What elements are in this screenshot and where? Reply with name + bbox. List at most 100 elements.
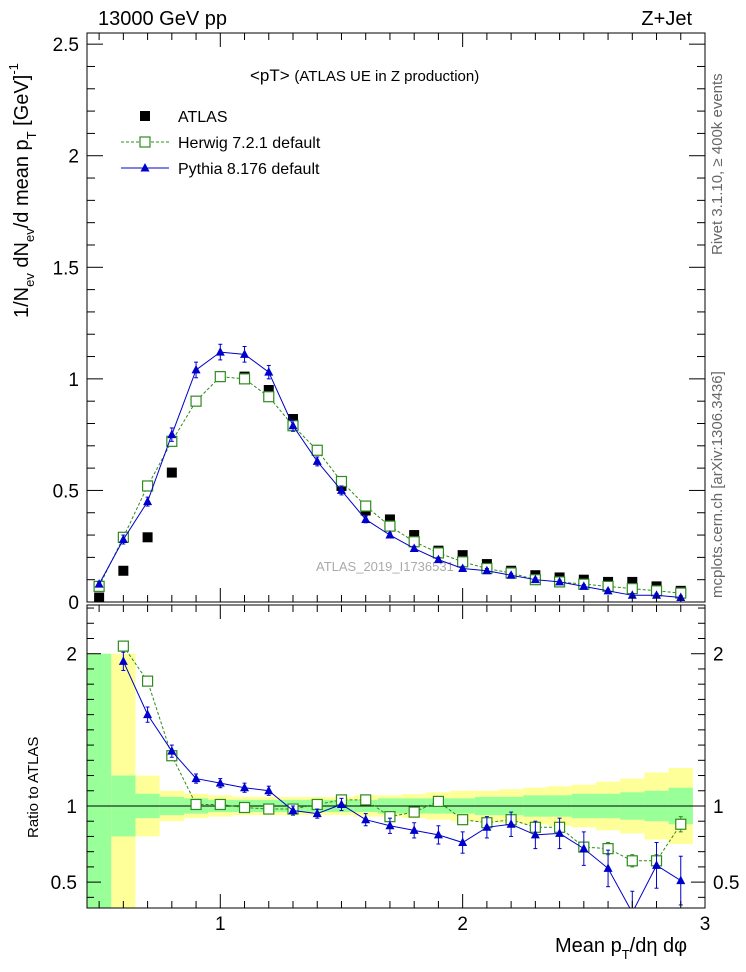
y-tick-label: 2.5	[53, 35, 79, 56]
pythia-marker	[312, 456, 322, 465]
pythia-marker	[506, 570, 516, 579]
ratio-pythia-series	[118, 651, 686, 908]
y-axis-label-part: ev	[22, 273, 37, 287]
herwig-marker	[432, 795, 445, 808]
ratio-y-tick-label-left: 1	[66, 797, 77, 818]
pythia-marker	[603, 863, 613, 872]
pythia-marker	[240, 349, 250, 358]
pythia-marker	[530, 574, 540, 584]
atlas-marker	[288, 414, 298, 425]
pythia-marker	[555, 828, 565, 837]
pythia-marker	[118, 534, 128, 544]
x-axis-label-part: Mean p	[555, 935, 622, 957]
y-tick-label: 0	[68, 593, 79, 614]
pythia-marker	[167, 746, 177, 755]
pythia-marker	[458, 563, 468, 573]
rivet-version-label: Rivet 3.1.10, ≥ 400k events	[709, 73, 726, 255]
pythia-marker	[215, 778, 225, 787]
herwig-marker	[263, 391, 275, 403]
pythia-marker	[433, 554, 443, 564]
herwig-marker	[190, 798, 202, 811]
pythia-marker	[385, 530, 395, 539]
pythia-marker	[627, 590, 637, 599]
herwig-marker	[141, 675, 154, 687]
x-tick-label: 3	[700, 914, 711, 935]
herwig-marker	[335, 475, 348, 488]
title-main: <pT>	[250, 66, 294, 85]
legend-herwig-label: Herwig 7.2.1 default	[178, 135, 321, 152]
pythia-marker	[167, 429, 177, 439]
process-label: Z+Jet	[641, 8, 692, 30]
ratio-herwig-series	[117, 640, 687, 868]
main-pythia-series	[94, 343, 686, 602]
pythia-marker	[288, 805, 298, 815]
herwig-marker	[238, 373, 251, 385]
atlas-marker	[166, 467, 177, 478]
legend-pythia-label: Pythia 8.176 default	[178, 161, 320, 178]
atlas-marker	[457, 550, 468, 561]
pythia-marker	[579, 843, 589, 853]
pythia-marker	[312, 808, 322, 818]
ratio-y-tick-label-right: 2	[713, 645, 724, 666]
pythia-marker	[652, 860, 662, 869]
pythia-marker	[409, 825, 419, 834]
herwig-marker	[263, 803, 275, 815]
pythia-marker	[385, 820, 395, 830]
ratio-y-tick-label-right: 1	[713, 797, 724, 818]
herwig-marker	[141, 480, 154, 492]
pythia-marker	[482, 822, 492, 831]
pythia-marker	[632, 907, 633, 908]
atlas-marker	[118, 565, 129, 576]
herwig-marker	[214, 798, 226, 811]
pythia-marker	[506, 819, 516, 828]
analysis-watermark: ATLAS_2019_I1736531	[316, 559, 454, 574]
legend-atlas-marker	[140, 111, 150, 121]
herwig-marker	[360, 500, 372, 512]
x-axis-label: Mean pT/dη dφ	[555, 935, 687, 962]
pythia-marker	[264, 367, 274, 376]
y-tick-label: 1.5	[53, 258, 79, 279]
pythia-marker	[215, 347, 225, 356]
atlas-marker	[142, 532, 153, 543]
pythia-marker	[191, 773, 201, 783]
herwig-marker	[117, 640, 129, 652]
herwig-marker	[190, 395, 202, 407]
pythia-marker	[336, 485, 346, 494]
pythia-marker	[264, 785, 274, 795]
pythia-marker	[555, 576, 565, 586]
y-axis-label-part: /d mean p	[11, 139, 33, 228]
pythia-marker	[458, 837, 468, 847]
y-axis-label-part: T	[24, 131, 39, 139]
y-axis-label-part: [GeV]	[11, 75, 33, 132]
y-axis-label-part: dN	[11, 242, 33, 273]
herwig-marker	[238, 801, 251, 814]
y-tick-label: 2	[68, 147, 79, 168]
pythia-marker	[676, 875, 686, 885]
pythia-marker	[361, 814, 371, 824]
legend-pythia-marker	[140, 163, 150, 172]
ratio-y-tick-label-right: 0.5	[713, 873, 739, 894]
herwig-marker	[675, 818, 687, 830]
pythia-marker	[336, 799, 346, 808]
pythia-marker	[143, 496, 153, 506]
pythia-marker	[143, 709, 153, 719]
ratio-frame	[86, 604, 706, 909]
y-tick-label: 0.5	[53, 481, 79, 502]
herwig-marker	[457, 814, 469, 826]
herwig-marker	[311, 444, 323, 456]
main-y-axis-label: 1/Nev dNev/d mean pT [GeV]-1	[6, 63, 39, 318]
pythia-marker	[433, 829, 443, 839]
legend-atlas-label: ATLAS	[178, 109, 228, 126]
pythia-marker	[240, 782, 250, 792]
title-subtitle: (ATLAS UE in Z production)	[294, 68, 479, 85]
pythia-marker	[191, 364, 201, 374]
energy-label: 13000 GeV pp	[98, 8, 227, 30]
mcplots-label: mcplots.cern.ch [arXiv:1306.3436]	[709, 371, 726, 598]
pythia-marker	[530, 829, 540, 839]
atlas-marker	[627, 576, 638, 587]
pythia-marker	[94, 579, 104, 588]
y-axis-label-part: 1/N	[11, 287, 33, 318]
atlas-marker	[263, 385, 274, 396]
x-tick-label: 1	[215, 914, 226, 935]
